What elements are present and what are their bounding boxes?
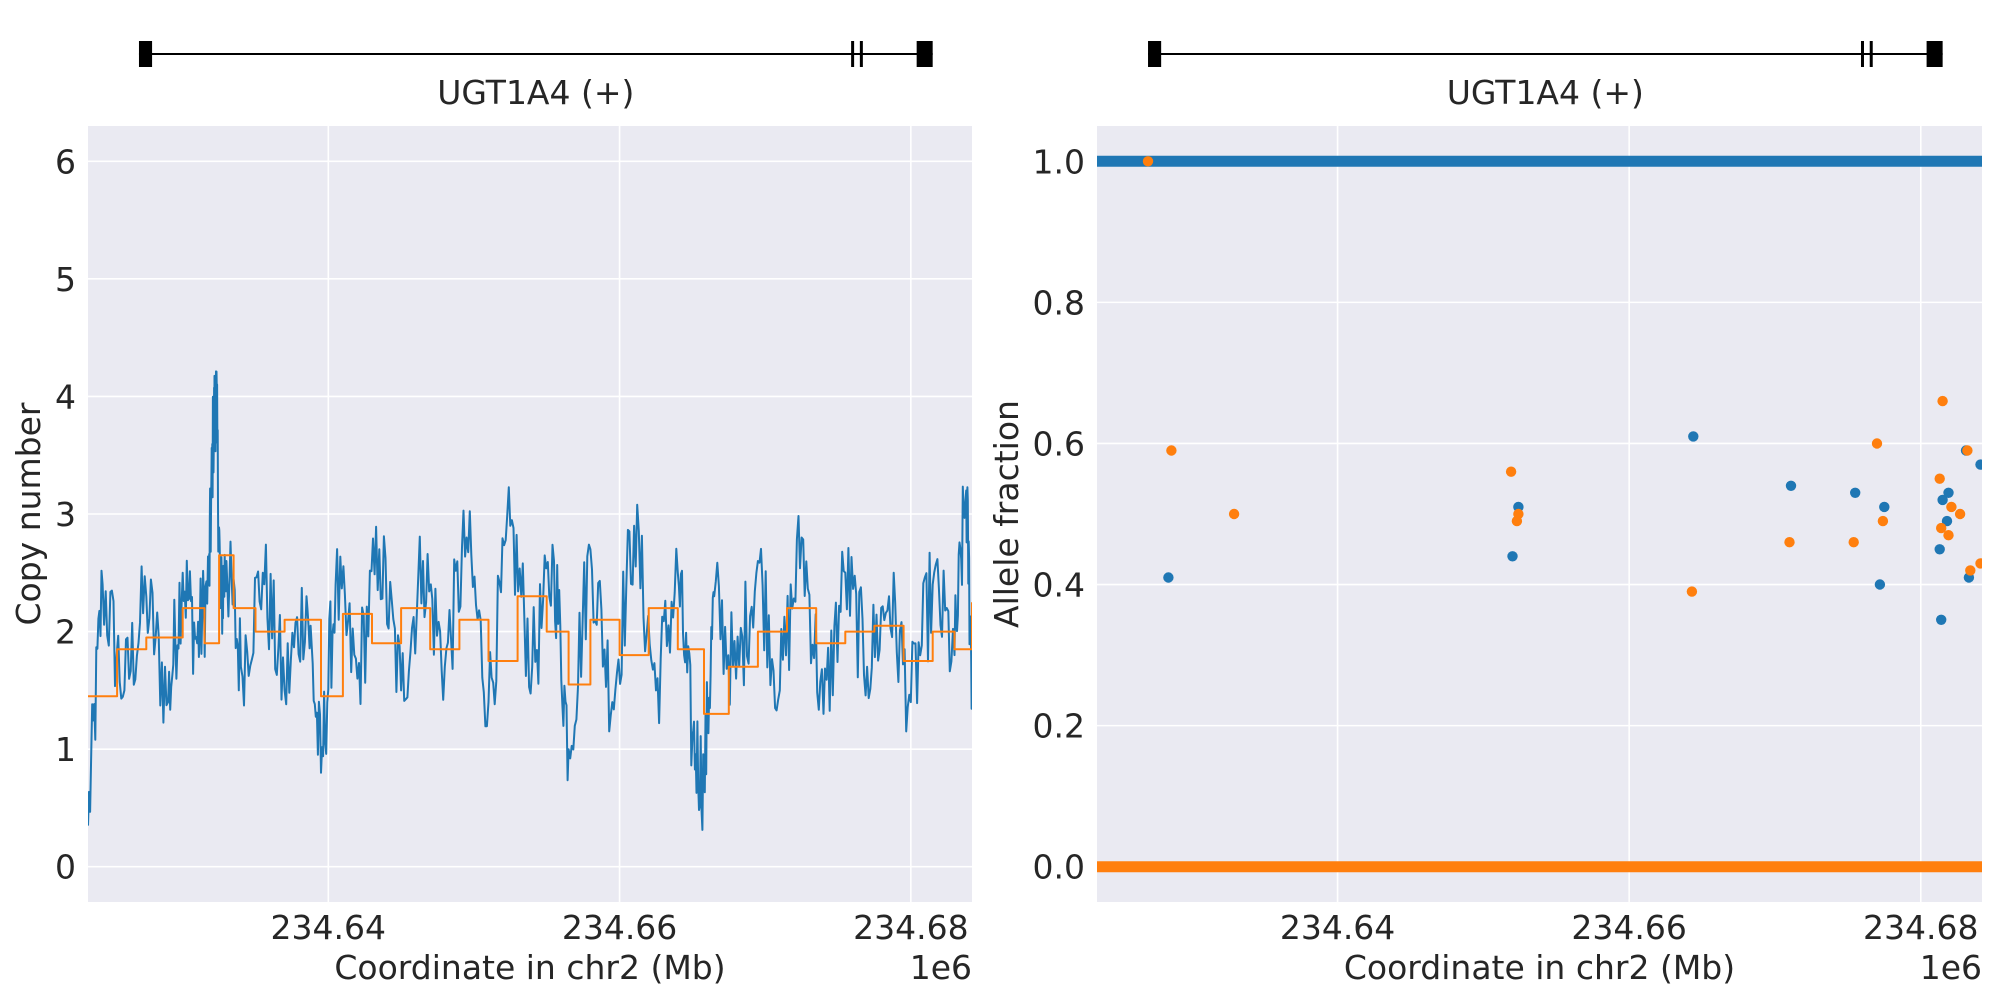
x-tick-label: 234.64 <box>271 908 386 947</box>
allele-point-blue <box>1936 614 1947 625</box>
allele-point-blue <box>1163 572 1174 583</box>
y-tick-label: 0.4 <box>1033 566 1085 605</box>
allele-point-orange <box>1975 558 1982 569</box>
allele-fraction-gene-track: UGT1A4 (+) <box>1148 41 1943 112</box>
x-axis-label: Coordinate in chr2 (Mb) <box>1344 948 1735 987</box>
exon <box>1860 41 1864 67</box>
y-tick-label: 0.6 <box>1033 424 1085 463</box>
y-tick-label: 0.8 <box>1033 283 1085 322</box>
allele-point-blue <box>1941 515 1953 527</box>
allele-point-blue <box>1943 487 1954 498</box>
allele-point-blue <box>1785 480 1797 491</box>
allele-point-blue <box>1850 487 1861 498</box>
y-tick-label: 5 <box>55 260 76 299</box>
x-tick-label: 234.68 <box>853 908 968 947</box>
y-tick-label: 0.2 <box>1033 707 1085 746</box>
allele-fraction-series <box>1097 155 1982 873</box>
x-axis-offset-label: 1e6 <box>910 948 972 987</box>
exon <box>851 41 855 67</box>
x-tick-label: 234.66 <box>562 908 677 947</box>
y-tick-label: 1.0 <box>1033 142 1085 181</box>
y-tick-label: 4 <box>55 377 76 416</box>
y-axis-label: Copy number <box>9 402 48 625</box>
allele-point-orange <box>1946 501 1957 513</box>
y-tick-label: 0.0 <box>1033 848 1085 887</box>
copy-number-panel: UGT1A4 (+) 0 1 2 3 4 5 6 234.64 234.66 234.68 Co… <box>9 41 972 987</box>
x-tick-label: 234.66 <box>1571 908 1686 947</box>
x-tick-label: 234.68 <box>1863 908 1978 947</box>
allele-point-orange <box>1511 515 1523 527</box>
gene-exons <box>138 41 933 67</box>
allele-fraction-y-ticks: 0.0 0.2 0.4 0.6 0.8 1.0 <box>1033 142 1085 886</box>
allele-point-orange <box>1166 445 1177 456</box>
y-tick-label: 0 <box>55 848 76 887</box>
y-tick-label: 3 <box>55 495 76 534</box>
x-tick-label: 234.64 <box>1280 908 1395 947</box>
copy-number-gene-track: UGT1A4 (+) <box>138 41 933 112</box>
allele-point-orange <box>1954 508 1966 520</box>
allele-point-blue <box>1688 431 1699 442</box>
allele-point-orange <box>1686 586 1698 597</box>
y-tick-label: 2 <box>55 613 76 652</box>
gene-label: UGT1A4 (+) <box>1447 73 1644 112</box>
exon <box>1148 41 1162 67</box>
y-tick-label: 6 <box>55 142 76 181</box>
allele-point-orange <box>1937 395 1948 407</box>
allele-point-orange <box>1936 522 1947 534</box>
allele-point-blue <box>1507 551 1518 562</box>
allele-point-orange <box>1871 438 1883 449</box>
allele-point-blue <box>1879 501 1890 513</box>
allele-point-orange <box>1934 473 1945 484</box>
allele-point-orange <box>1962 445 1973 456</box>
gene-exons <box>1148 41 1943 67</box>
allele-point-blue <box>1937 494 1948 506</box>
allele-fraction-panel: UGT1A4 (+) 0.00.20.40.60.81.0 234.64 234.… <box>987 41 1982 987</box>
y-tick-label: 1 <box>55 730 76 769</box>
exon <box>859 41 863 67</box>
exon <box>1926 41 1943 67</box>
exon <box>138 41 153 67</box>
allele-point-blue <box>1934 544 1945 555</box>
allele-fraction-plot-area <box>1097 126 1982 902</box>
x-axis-offset-label: 1e6 <box>1920 948 1982 987</box>
exon <box>1869 41 1873 67</box>
y-axis-label: Allele fraction <box>987 400 1026 628</box>
allele-point-orange <box>1848 537 1859 548</box>
x-axis-label: Coordinate in chr2 (Mb) <box>334 948 725 987</box>
allele-point-orange <box>1142 156 1154 167</box>
allele-point-orange <box>1965 565 1976 576</box>
allele-fraction-x-ticks: 234.64 234.66 234.68 <box>1280 908 1979 947</box>
allele-point-blue <box>1975 459 1982 470</box>
allele-point-blue <box>1874 579 1886 590</box>
copy-number-series <box>88 370 972 831</box>
allele-point-orange <box>1943 530 1954 541</box>
allele-point-orange <box>1505 466 1517 477</box>
copy-number-x-ticks: 234.64 234.66 234.68 <box>271 908 969 947</box>
copy-number-segment-line <box>88 554 972 715</box>
copy-number-raw-line <box>88 370 972 831</box>
copy-number-y-ticks: 0 1 2 3 4 5 6 <box>55 142 76 886</box>
allele-point-orange <box>1228 508 1240 520</box>
exon <box>916 41 933 67</box>
allele-point-orange <box>1784 537 1795 548</box>
allele-point-orange <box>1877 515 1889 527</box>
gene-label: UGT1A4 (+) <box>437 73 634 112</box>
